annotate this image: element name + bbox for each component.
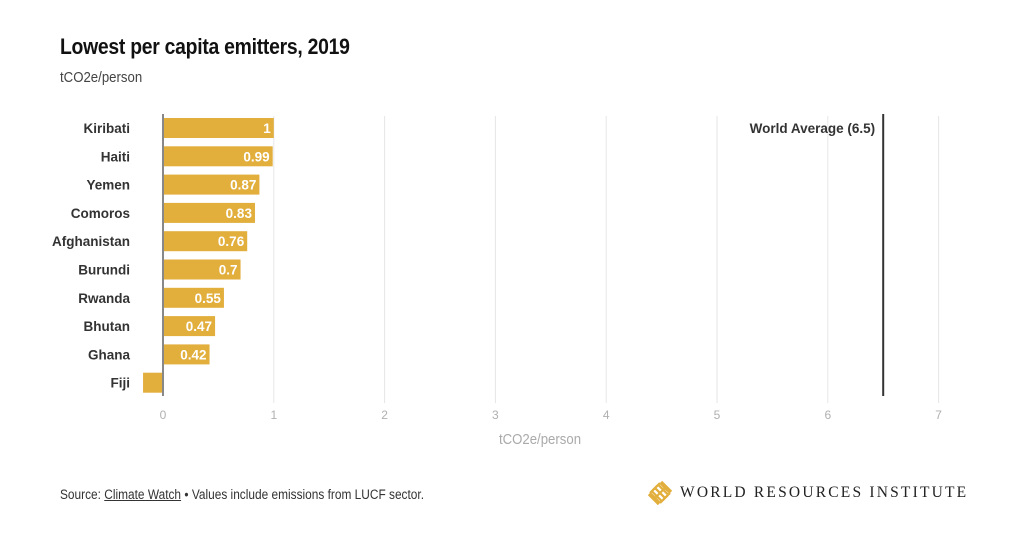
gridlines	[273, 116, 940, 403]
data-label: 0.99	[243, 149, 269, 164]
bar-bhutan	[163, 316, 216, 337]
bar-ghana	[163, 344, 210, 365]
category-labels: Kiribati Haiti Yemen Comoros Afghanistan Buru…	[52, 121, 131, 391]
x-tick-label: 5	[714, 408, 721, 422]
x-tick-label: 4	[603, 408, 610, 422]
bar-afghanistan	[163, 231, 248, 252]
category-label: Yemen	[86, 178, 130, 193]
bar-fiji	[143, 372, 163, 393]
category-label: Bhutan	[84, 319, 131, 334]
bars: 1 0.99 0.87 0.83 0.76 0.7 0.55 0.47 0.42	[143, 114, 274, 396]
category-label: Ghana	[88, 347, 131, 362]
footer-note: • Values include emissions from LUCF sec…	[181, 487, 425, 502]
knot-strand	[651, 494, 659, 502]
data-label: 0.83	[226, 206, 253, 221]
bar-yemen	[163, 174, 260, 195]
source-link[interactable]: Climate Watch	[104, 487, 182, 502]
chart-subtitle: tCO2e/person	[60, 69, 143, 86]
reference-line-group: World Average (6.5)	[750, 114, 885, 396]
data-label: 0.76	[218, 234, 245, 249]
chart-title: Lowest per capita emitters, 2019	[60, 34, 350, 59]
wri-logo: WORLD RESOURCES INSTITUTE	[648, 481, 968, 505]
x-tick-label: 1	[270, 408, 277, 422]
category-label: Comoros	[71, 206, 130, 221]
source-prefix: Source:	[60, 487, 105, 502]
x-tick-label: 6	[824, 408, 831, 422]
x-tick-label: 3	[492, 408, 499, 422]
category-label: Burundi	[78, 263, 130, 278]
data-label: 1	[263, 121, 271, 136]
category-label: Rwanda	[78, 291, 130, 306]
x-tick-label: 7	[935, 408, 942, 422]
category-label: Kiribati	[83, 121, 130, 136]
x-axis-label: tCO2e/person	[499, 430, 581, 447]
bar-kiribati	[163, 118, 274, 138]
category-label: Haiti	[101, 149, 130, 164]
knot-strand	[660, 481, 672, 493]
x-ticks: 0 1 2 3 4 5 6 7	[160, 408, 943, 422]
knot-strand	[648, 493, 660, 505]
knot-strand	[651, 484, 659, 492]
category-label: Afghanistan	[52, 234, 130, 249]
category-label: Fiji	[111, 376, 131, 391]
logo-text: WORLD RESOURCES INSTITUTE	[680, 484, 969, 501]
x-tick-label: 0	[160, 408, 167, 422]
knot-strand	[661, 484, 669, 492]
knot-strand	[661, 494, 669, 502]
data-label: 0.42	[180, 347, 206, 362]
bar-haiti	[163, 146, 273, 167]
data-label: 0.7	[219, 263, 238, 278]
x-tick-label: 2	[381, 408, 388, 422]
bar-comoros	[163, 202, 255, 223]
bar-burundi	[163, 259, 241, 280]
data-label: 0.87	[230, 178, 256, 193]
wri-knot-icon	[648, 481, 672, 505]
world-average-label: World Average (6.5)	[750, 121, 876, 136]
data-label: 0.55	[195, 291, 222, 306]
knot-strand	[654, 487, 666, 499]
data-label: 0.47	[186, 319, 212, 334]
bar-rwanda	[163, 287, 224, 308]
source-note: Source: Climate Watch • Values include e…	[60, 487, 424, 502]
